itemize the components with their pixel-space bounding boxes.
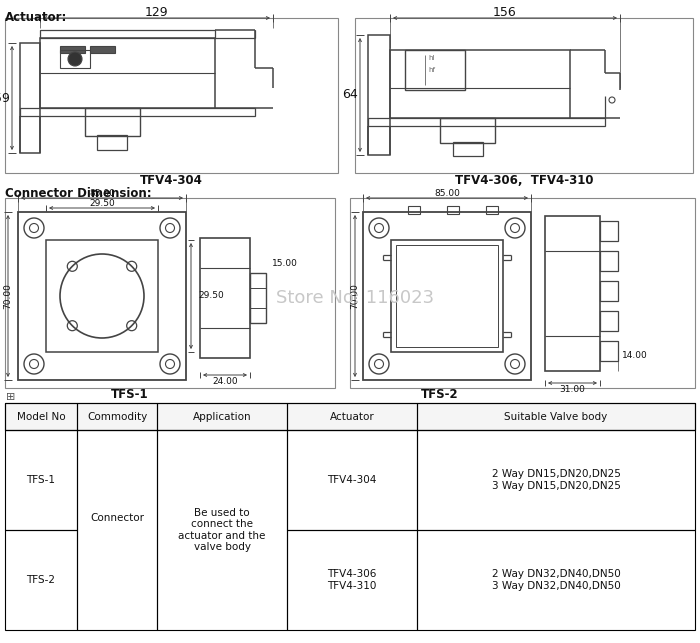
- Text: 15.00: 15.00: [272, 258, 298, 267]
- Bar: [5, 403, 77, 430]
- Bar: [90, 46, 115, 53]
- Bar: [600, 281, 618, 301]
- Text: 85.00: 85.00: [89, 188, 115, 197]
- Bar: [46, 240, 158, 352]
- Bar: [350, 198, 695, 388]
- Bar: [405, 50, 465, 90]
- Bar: [287, 530, 417, 630]
- Text: 2 Way DN32,DN40,DN50
3 Way DN32,DN40,DN50: 2 Way DN32,DN40,DN50 3 Way DN32,DN40,DN5…: [491, 569, 620, 591]
- Bar: [40, 30, 215, 38]
- Bar: [200, 238, 250, 358]
- Bar: [486, 206, 498, 214]
- Text: Be used to
connect the
actuator and the
valve body: Be used to connect the actuator and the …: [178, 507, 266, 552]
- Text: Actuator:: Actuator:: [5, 11, 67, 24]
- Bar: [77, 403, 157, 430]
- Bar: [355, 18, 693, 173]
- Bar: [417, 403, 695, 430]
- Text: Model No: Model No: [17, 412, 65, 422]
- Text: TFS-1: TFS-1: [27, 475, 55, 485]
- Text: Connector Dimension:: Connector Dimension:: [5, 187, 152, 200]
- Text: 70.00: 70.00: [351, 283, 360, 309]
- Text: 156: 156: [493, 6, 517, 19]
- Text: 70.00: 70.00: [4, 283, 13, 309]
- Bar: [368, 118, 605, 126]
- Bar: [20, 43, 40, 153]
- Text: 59: 59: [0, 91, 10, 105]
- Text: ⊞: ⊞: [6, 392, 15, 402]
- Bar: [5, 198, 335, 388]
- Bar: [20, 108, 255, 116]
- Bar: [60, 46, 85, 53]
- Text: Actuator: Actuator: [330, 412, 374, 422]
- Bar: [453, 142, 483, 156]
- Bar: [287, 403, 417, 430]
- Bar: [600, 251, 618, 271]
- Text: 29.50: 29.50: [89, 199, 115, 208]
- Circle shape: [68, 52, 82, 66]
- Text: 64: 64: [342, 89, 358, 102]
- Bar: [447, 206, 459, 214]
- Bar: [60, 50, 90, 68]
- Text: Commodity: Commodity: [87, 412, 147, 422]
- Bar: [287, 430, 417, 530]
- Text: Store No: 116023: Store No: 116023: [276, 289, 434, 307]
- Bar: [600, 341, 618, 361]
- Bar: [545, 216, 600, 371]
- Text: TFV4-304: TFV4-304: [328, 475, 377, 485]
- Bar: [85, 108, 140, 136]
- Text: TFV4-306,  TFV4-310: TFV4-306, TFV4-310: [455, 174, 594, 188]
- Text: 129: 129: [145, 6, 168, 19]
- Text: Connector: Connector: [90, 513, 144, 523]
- Bar: [157, 403, 287, 430]
- Bar: [18, 212, 186, 380]
- Text: 14.00: 14.00: [622, 352, 648, 361]
- Bar: [408, 206, 420, 214]
- Bar: [250, 273, 266, 323]
- Text: 24.00: 24.00: [212, 377, 238, 386]
- Text: TFS-2: TFS-2: [421, 388, 458, 401]
- Text: TFV4-304: TFV4-304: [140, 174, 203, 188]
- Text: Application: Application: [193, 412, 251, 422]
- Text: 29.50: 29.50: [198, 291, 224, 300]
- Bar: [391, 240, 503, 352]
- Bar: [5, 18, 338, 173]
- Bar: [600, 221, 618, 241]
- Bar: [600, 311, 618, 331]
- Bar: [157, 430, 287, 630]
- Text: 31.00: 31.00: [559, 385, 585, 394]
- Text: 85.00: 85.00: [434, 188, 460, 197]
- Bar: [417, 530, 695, 630]
- Bar: [5, 403, 695, 430]
- Bar: [77, 430, 157, 630]
- Bar: [368, 35, 390, 155]
- Text: hf: hf: [428, 67, 435, 73]
- Text: TFS-2: TFS-2: [27, 575, 55, 585]
- Text: TFS-1: TFS-1: [111, 388, 149, 401]
- Text: hl: hl: [428, 55, 435, 61]
- Text: Suitable Valve body: Suitable Valve body: [505, 412, 608, 422]
- Bar: [390, 50, 570, 118]
- Bar: [97, 135, 127, 150]
- Bar: [440, 118, 495, 143]
- Text: TFV4-306
TFV4-310: TFV4-306 TFV4-310: [328, 569, 377, 591]
- Bar: [396, 245, 498, 347]
- Bar: [40, 38, 215, 108]
- Bar: [5, 430, 77, 530]
- Text: 2 Way DN15,DN20,DN25
3 Way DN15,DN20,DN25: 2 Way DN15,DN20,DN25 3 Way DN15,DN20,DN2…: [491, 469, 620, 491]
- Bar: [417, 430, 695, 530]
- Bar: [5, 530, 77, 630]
- Bar: [363, 212, 531, 380]
